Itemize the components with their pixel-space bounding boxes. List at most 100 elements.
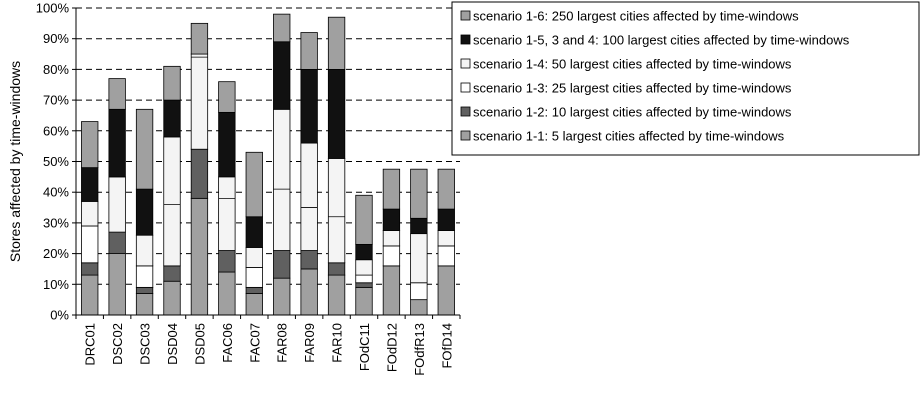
y-tick-label: 30% xyxy=(43,215,69,230)
y-tick-label: 100% xyxy=(36,1,70,16)
bar-segment xyxy=(135,234,154,267)
bar-segment xyxy=(300,250,318,270)
bar-segment xyxy=(273,250,291,279)
bar-segment xyxy=(300,69,318,144)
bar-segment xyxy=(108,78,126,110)
bar-segment xyxy=(81,167,99,202)
bar-segment xyxy=(410,299,428,316)
bar-segment xyxy=(382,230,401,247)
y-tick-label: 40% xyxy=(43,185,69,200)
x-tick-label: DSD04 xyxy=(165,323,180,365)
x-tick-label: DSC02 xyxy=(110,323,125,365)
bar-segment xyxy=(108,253,126,316)
bar-segment xyxy=(437,168,455,210)
y-tick-label: 60% xyxy=(43,123,69,138)
bar-segment xyxy=(437,245,455,267)
x-tick-label: FOdC11 xyxy=(357,323,372,371)
bar-segment xyxy=(163,65,181,101)
axes xyxy=(72,7,461,319)
bar-segment xyxy=(245,293,263,316)
bar-segment xyxy=(273,13,291,43)
bar-segment xyxy=(355,274,373,284)
bar-segment xyxy=(163,265,181,282)
bar-segment xyxy=(410,168,428,219)
legend-swatch xyxy=(460,34,471,45)
bar-segment xyxy=(382,168,401,210)
legend-entry: scenario 1-2: 10 largest cities affected… xyxy=(473,105,792,120)
bar-segment xyxy=(300,268,318,316)
bar-segment xyxy=(163,136,181,267)
bar-segment xyxy=(355,194,373,245)
x-tick-label: FAC06 xyxy=(220,323,235,363)
x-tick-labels: DRC01 DSC02 DSC03 DSD04 DSD05 FAC06 FAC07 FAR08… xyxy=(83,323,455,376)
bar-segment xyxy=(355,282,373,288)
bar-segment xyxy=(327,69,346,159)
bar-segment xyxy=(190,148,209,199)
bar-segment xyxy=(273,41,291,110)
legend-entry: scenario 1-5, 3 and 4: 100 largest citie… xyxy=(473,33,850,48)
bar-segment xyxy=(437,208,455,231)
legend-swatch xyxy=(460,82,471,93)
bar-segment xyxy=(437,265,455,316)
bar-segment xyxy=(81,121,99,169)
bar-segment xyxy=(163,280,181,316)
bar-segment xyxy=(382,208,401,231)
bar-segment xyxy=(81,201,99,227)
y-tick-label: 10% xyxy=(43,277,69,292)
legend-swatch xyxy=(460,130,471,141)
bars xyxy=(81,13,455,316)
x-tick-label: DSD05 xyxy=(192,323,207,365)
y-tick-label: 50% xyxy=(43,154,69,169)
bar-segment xyxy=(190,53,209,150)
bar-segment xyxy=(245,247,263,268)
bar-segment xyxy=(218,250,236,273)
bar-segment xyxy=(245,151,263,218)
x-tick-label: DRC01 xyxy=(83,323,98,366)
bar-segment xyxy=(327,16,346,70)
bar-segment xyxy=(163,99,181,138)
x-tick-label: DSC03 xyxy=(138,323,153,365)
bar-segment xyxy=(410,217,428,235)
bar-segment xyxy=(410,233,428,284)
bar-segment xyxy=(300,142,318,251)
legend-entry: scenario 1-6: 250 largest cities affecte… xyxy=(473,9,799,24)
bar-segment xyxy=(300,32,318,70)
bar-segment xyxy=(108,176,126,233)
bar-segment xyxy=(108,108,126,178)
bar-segment xyxy=(327,158,346,264)
bar-segment xyxy=(437,230,455,247)
bar-segment xyxy=(382,265,401,316)
bar-segment xyxy=(273,108,291,251)
bar-segment xyxy=(190,197,209,316)
x-tick-label: FAR10 xyxy=(330,323,345,363)
bar-segment xyxy=(382,245,401,267)
bar-segment xyxy=(245,216,263,248)
bar-segment xyxy=(135,286,154,294)
y-tick-labels: 0% 10% 20% 30% 40% 50% 60% 70% 80% 90% 100% xyxy=(36,1,70,323)
bar-segment xyxy=(190,22,209,55)
y-tick-label: 0% xyxy=(50,308,69,323)
bar-segment xyxy=(135,265,154,288)
y-tick-label: 70% xyxy=(43,93,69,108)
bar-segment xyxy=(410,282,428,301)
bar-segment xyxy=(355,259,373,276)
x-tick-label: FAR09 xyxy=(302,323,317,363)
bar-segment xyxy=(218,271,236,316)
legend-swatch xyxy=(460,10,471,21)
legend-swatch xyxy=(460,106,471,117)
bar-segment xyxy=(135,188,154,236)
y-axis-label: Stores affected by time-windows xyxy=(7,61,23,262)
bar-segment xyxy=(355,286,373,316)
gridlines xyxy=(76,7,460,285)
legend-entry: scenario 1-4: 50 largest cities affected… xyxy=(473,57,792,72)
bar-segment xyxy=(81,225,99,264)
legend-box xyxy=(451,1,920,156)
legend-swatch xyxy=(460,58,471,69)
y-tick-label: 90% xyxy=(43,31,69,46)
x-tick-label: FOdD12 xyxy=(384,323,399,372)
bar-segment xyxy=(327,274,346,316)
x-tick-label: FOfD14 xyxy=(439,323,454,369)
bar-segment xyxy=(218,176,236,251)
bar-segment xyxy=(245,286,263,294)
bar-segment xyxy=(81,274,99,316)
